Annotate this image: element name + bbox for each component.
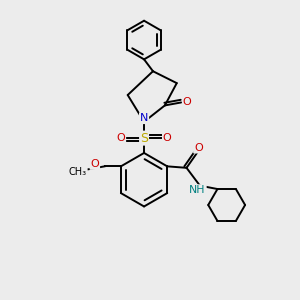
Text: NH: NH <box>189 185 206 195</box>
Text: O: O <box>183 98 191 107</box>
Text: S: S <box>140 132 148 145</box>
Text: N: N <box>140 113 148 123</box>
Text: O: O <box>163 133 172 143</box>
Text: CH₃: CH₃ <box>69 167 87 177</box>
Text: O: O <box>194 142 203 153</box>
Text: O: O <box>90 159 99 169</box>
Text: O: O <box>116 133 125 143</box>
